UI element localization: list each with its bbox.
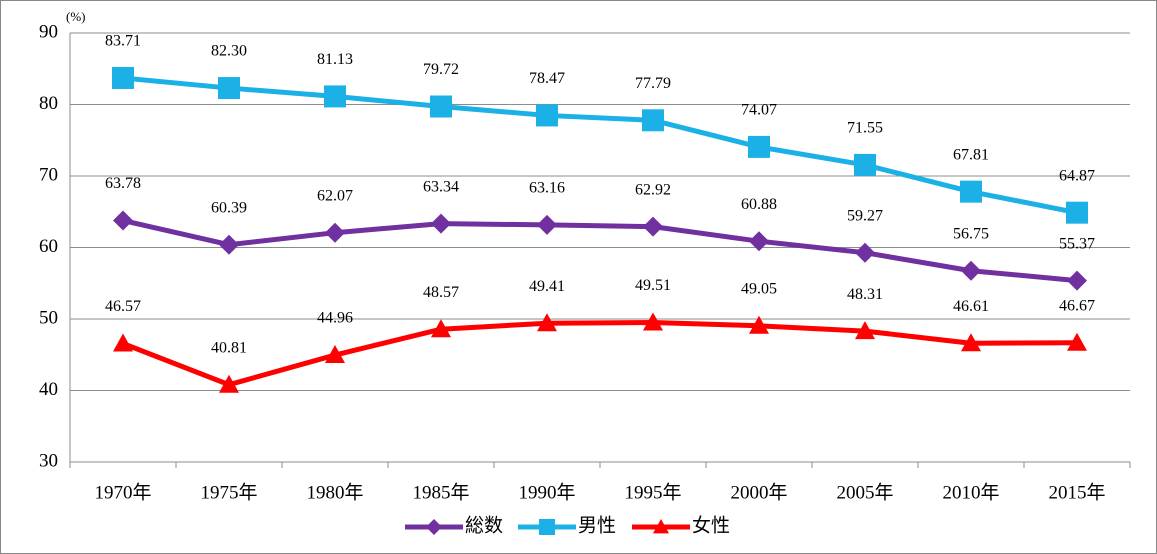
point-marker <box>643 312 663 331</box>
point-marker <box>1066 201 1088 224</box>
value-label: 48.57 <box>423 284 459 301</box>
value-label: 55.37 <box>1059 235 1095 252</box>
point-marker <box>430 95 452 118</box>
value-label: 62.07 <box>317 187 353 204</box>
y-tick-label: 60 <box>39 236 58 257</box>
x-tick-label: 2015年 <box>1048 481 1105 503</box>
value-label: 48.31 <box>847 286 883 303</box>
value-label: 63.78 <box>105 175 141 192</box>
value-label: 60.39 <box>211 199 247 216</box>
value-label: 67.81 <box>953 146 989 163</box>
point-marker <box>113 333 133 352</box>
value-label: 82.30 <box>211 43 247 60</box>
x-tick-label: 1980年 <box>306 481 363 503</box>
value-label: 56.75 <box>953 225 989 242</box>
point-marker <box>855 321 875 340</box>
legend-label: 女性 <box>692 514 730 536</box>
x-tick-label: 1985年 <box>412 481 469 503</box>
point-marker <box>960 180 982 203</box>
point-marker <box>961 260 981 281</box>
point-marker <box>748 135 770 158</box>
point-marker <box>218 77 240 100</box>
legend-marker <box>539 519 555 535</box>
point-marker <box>536 104 558 127</box>
point-marker <box>537 313 557 332</box>
value-label: 64.87 <box>1059 167 1095 184</box>
value-label: 63.34 <box>423 178 459 195</box>
x-tick-label: 1975年 <box>200 481 257 503</box>
legend-marker <box>426 519 442 535</box>
y-tick-label: 90 <box>39 21 58 42</box>
value-label: 77.79 <box>635 75 671 92</box>
point-marker <box>643 216 663 237</box>
point-marker <box>219 374 239 393</box>
series-line <box>122 75 1078 216</box>
point-marker <box>325 345 345 364</box>
value-label: 63.16 <box>529 180 565 197</box>
y-tick-label: 50 <box>39 307 58 328</box>
point-marker <box>219 234 239 255</box>
series-line <box>122 320 1078 388</box>
value-label: 81.13 <box>317 51 353 68</box>
point-marker <box>1067 270 1087 291</box>
point-marker <box>537 214 557 235</box>
point-marker <box>854 153 876 176</box>
value-label: 46.57 <box>105 298 141 315</box>
point-marker <box>749 315 769 334</box>
point-marker <box>112 66 134 89</box>
point-marker <box>431 319 451 338</box>
value-label: 46.61 <box>953 298 989 315</box>
legend-label: 男性 <box>578 514 616 536</box>
y-tick-label: 30 <box>39 450 58 471</box>
value-label: 49.05 <box>741 280 777 297</box>
point-marker <box>855 242 875 263</box>
legend-label: 総数 <box>465 514 503 536</box>
value-label: 59.27 <box>847 207 883 224</box>
y-tick-label: 70 <box>39 164 58 185</box>
value-label: 74.07 <box>741 102 777 119</box>
value-label: 40.81 <box>211 339 247 356</box>
value-label: 44.96 <box>317 310 353 327</box>
x-tick-label: 1995年 <box>624 481 681 503</box>
legend-marker <box>653 519 669 534</box>
x-tick-label: 1990年 <box>518 481 575 503</box>
point-marker <box>749 231 769 252</box>
y-unit: (%) <box>66 9 86 24</box>
point-marker <box>642 109 664 132</box>
value-label: 71.55 <box>847 120 883 137</box>
value-label: 83.71 <box>105 33 141 50</box>
value-label: 46.67 <box>1059 297 1095 314</box>
value-label: 49.51 <box>635 277 671 294</box>
point-marker <box>325 222 345 243</box>
x-tick-label: 2005年 <box>836 481 893 503</box>
y-tick-label: 40 <box>39 379 58 400</box>
point-marker <box>1067 332 1087 351</box>
value-label: 79.72 <box>423 61 459 78</box>
point-marker <box>113 210 133 231</box>
point-marker <box>324 85 346 108</box>
point-marker <box>961 333 981 352</box>
x-tick-label: 2000年 <box>730 481 787 503</box>
x-tick-label: 1970年 <box>94 481 151 503</box>
value-label: 78.47 <box>529 70 565 87</box>
value-label: 49.41 <box>529 278 565 295</box>
series-line <box>122 218 1078 284</box>
point-marker <box>431 213 451 234</box>
y-tick-label: 80 <box>39 93 58 114</box>
value-label: 62.92 <box>635 181 671 198</box>
value-label: 60.88 <box>741 196 777 213</box>
x-tick-label: 2010年 <box>942 481 999 503</box>
